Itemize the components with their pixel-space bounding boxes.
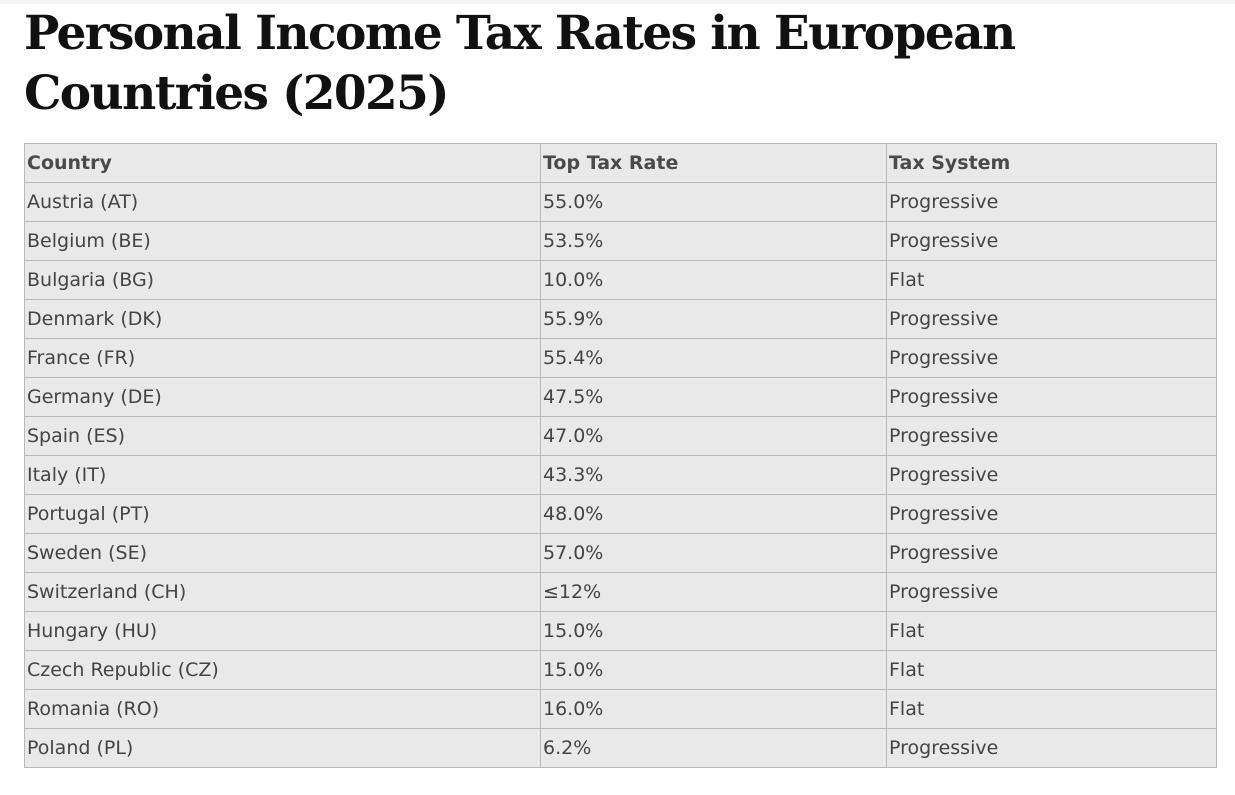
table-row: Switzerland (CH) ≤12% Progressive <box>24 572 1217 612</box>
table-header-row: Country Top Tax Rate Tax System <box>24 143 1217 183</box>
country-cell: Hungary (HU) <box>24 611 541 651</box>
rate-cell: 53.5% <box>540 221 887 261</box>
table-row: Czech Republic (CZ) 15.0% Flat <box>24 650 1217 690</box>
country-cell: Denmark (DK) <box>24 299 541 339</box>
rate-cell: 57.0% <box>540 533 887 573</box>
rate-cell: 47.5% <box>540 377 887 417</box>
country-cell: Germany (DE) <box>24 377 541 417</box>
system-cell: Progressive <box>886 299 1217 339</box>
table-row: Denmark (DK) 55.9% Progressive <box>24 299 1217 339</box>
system-cell: Progressive <box>886 572 1217 612</box>
country-cell: Poland (PL) <box>24 728 541 768</box>
table-row: Austria (AT) 55.0% Progressive <box>24 182 1217 222</box>
system-cell: Progressive <box>886 182 1217 222</box>
rate-cell: 16.0% <box>540 689 887 729</box>
rate-cell: 48.0% <box>540 494 887 534</box>
table-row: Spain (ES) 47.0% Progressive <box>24 416 1217 456</box>
country-cell: Romania (RO) <box>24 689 541 729</box>
table-row: Sweden (SE) 57.0% Progressive <box>24 533 1217 573</box>
rate-cell: 10.0% <box>540 260 887 300</box>
system-cell: Flat <box>886 650 1217 690</box>
rate-cell: 55.4% <box>540 338 887 378</box>
tax-rates-table: Country Top Tax Rate Tax System Austria … <box>24 143 1217 768</box>
header-top-tax-rate: Top Tax Rate <box>540 143 887 183</box>
table-row: Romania (RO) 16.0% Flat <box>24 689 1217 729</box>
system-cell: Flat <box>886 260 1217 300</box>
system-cell: Progressive <box>886 494 1217 534</box>
system-cell: Progressive <box>886 338 1217 378</box>
rate-cell: 43.3% <box>540 455 887 495</box>
header-tax-system: Tax System <box>886 143 1217 183</box>
table-row: France (FR) 55.4% Progressive <box>24 338 1217 378</box>
table-row: Poland (PL) 6.2% Progressive <box>24 728 1217 768</box>
system-cell: Progressive <box>886 728 1217 768</box>
rate-cell: 6.2% <box>540 728 887 768</box>
table-row: Portugal (PT) 48.0% Progressive <box>24 494 1217 534</box>
system-cell: Progressive <box>886 416 1217 456</box>
rate-cell: ≤12% <box>540 572 887 612</box>
country-cell: Belgium (BE) <box>24 221 541 261</box>
country-cell: Spain (ES) <box>24 416 541 456</box>
country-cell: France (FR) <box>24 338 541 378</box>
rate-cell: 15.0% <box>540 611 887 651</box>
table-row: Belgium (BE) 53.5% Progressive <box>24 221 1217 261</box>
system-cell: Flat <box>886 689 1217 729</box>
country-cell: Portugal (PT) <box>24 494 541 534</box>
system-cell: Flat <box>886 611 1217 651</box>
system-cell: Progressive <box>886 221 1217 261</box>
table-row: Bulgaria (BG) 10.0% Flat <box>24 260 1217 300</box>
country-cell: Czech Republic (CZ) <box>24 650 541 690</box>
table-row: Italy (IT) 43.3% Progressive <box>24 455 1217 495</box>
country-cell: Bulgaria (BG) <box>24 260 541 300</box>
rate-cell: 15.0% <box>540 650 887 690</box>
page-title: Personal Income Tax Rates in European Co… <box>24 6 1016 121</box>
table-row: Hungary (HU) 15.0% Flat <box>24 611 1217 651</box>
country-cell: Austria (AT) <box>24 182 541 222</box>
system-cell: Progressive <box>886 377 1217 417</box>
top-rule <box>0 0 1235 4</box>
rate-cell: 55.9% <box>540 299 887 339</box>
header-country: Country <box>24 143 541 183</box>
system-cell: Progressive <box>886 533 1217 573</box>
rate-cell: 47.0% <box>540 416 887 456</box>
country-cell: Italy (IT) <box>24 455 541 495</box>
rate-cell: 55.0% <box>540 182 887 222</box>
system-cell: Progressive <box>886 455 1217 495</box>
table-row: Germany (DE) 47.5% Progressive <box>24 377 1217 417</box>
country-cell: Sweden (SE) <box>24 533 541 573</box>
country-cell: Switzerland (CH) <box>24 572 541 612</box>
